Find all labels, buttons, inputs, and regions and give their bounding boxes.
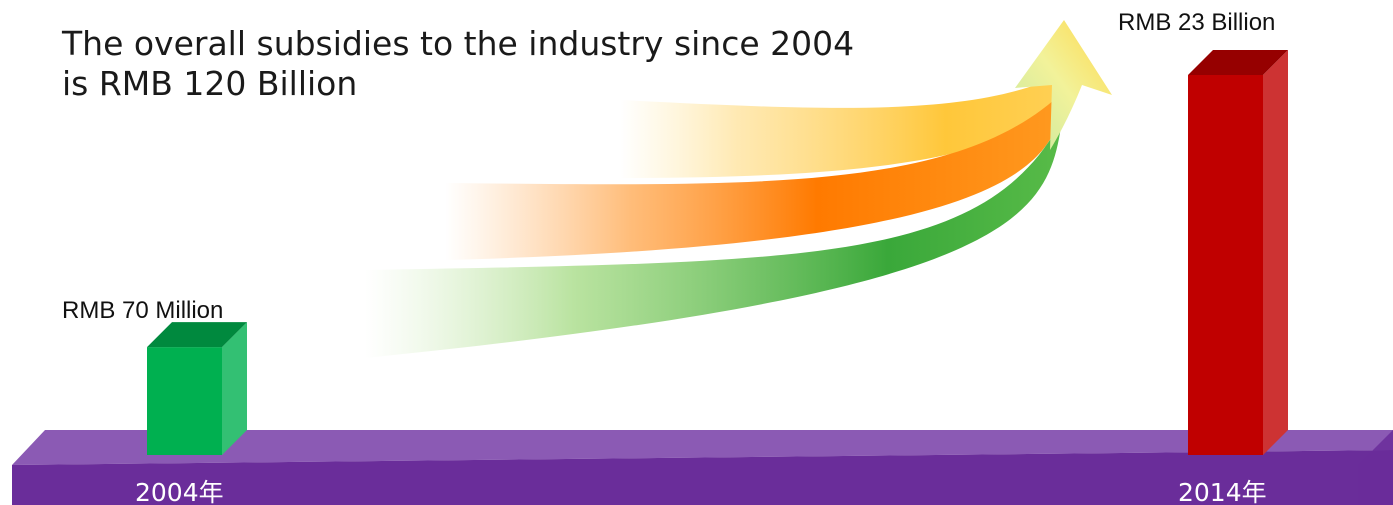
bar-2014-top [1188, 50, 1288, 75]
category-label-2014: 2014年 [1178, 478, 1267, 505]
bars-layer [147, 50, 1288, 455]
arrow-head [1015, 20, 1112, 150]
bar-2014-front [1188, 75, 1263, 455]
base-front-face [12, 450, 1393, 505]
headline-line-1: The overall subsidies to the industry si… [61, 24, 854, 63]
category-label-2004: 2004年 [135, 478, 224, 505]
base-right-face [1358, 430, 1393, 505]
headline-line-2: is RMB 120 Billion [62, 64, 357, 103]
bar-2004-top [147, 322, 247, 348]
bar-2004 [147, 322, 247, 455]
bar-2014 [1188, 50, 1288, 455]
arrow-band-orange [445, 90, 1065, 260]
timeline-base [12, 430, 1393, 505]
base-top-face [12, 430, 1393, 465]
bar-2004-front [147, 347, 222, 455]
arrow-band-green [365, 120, 1062, 358]
growth-arrow-icon [365, 20, 1112, 358]
data-label-2004: RMB 70 Million [62, 297, 223, 324]
bar-2014-side [1263, 50, 1288, 455]
data-label-2014: RMB 23 Billion [1118, 9, 1275, 36]
bar-2004-side [222, 322, 247, 455]
